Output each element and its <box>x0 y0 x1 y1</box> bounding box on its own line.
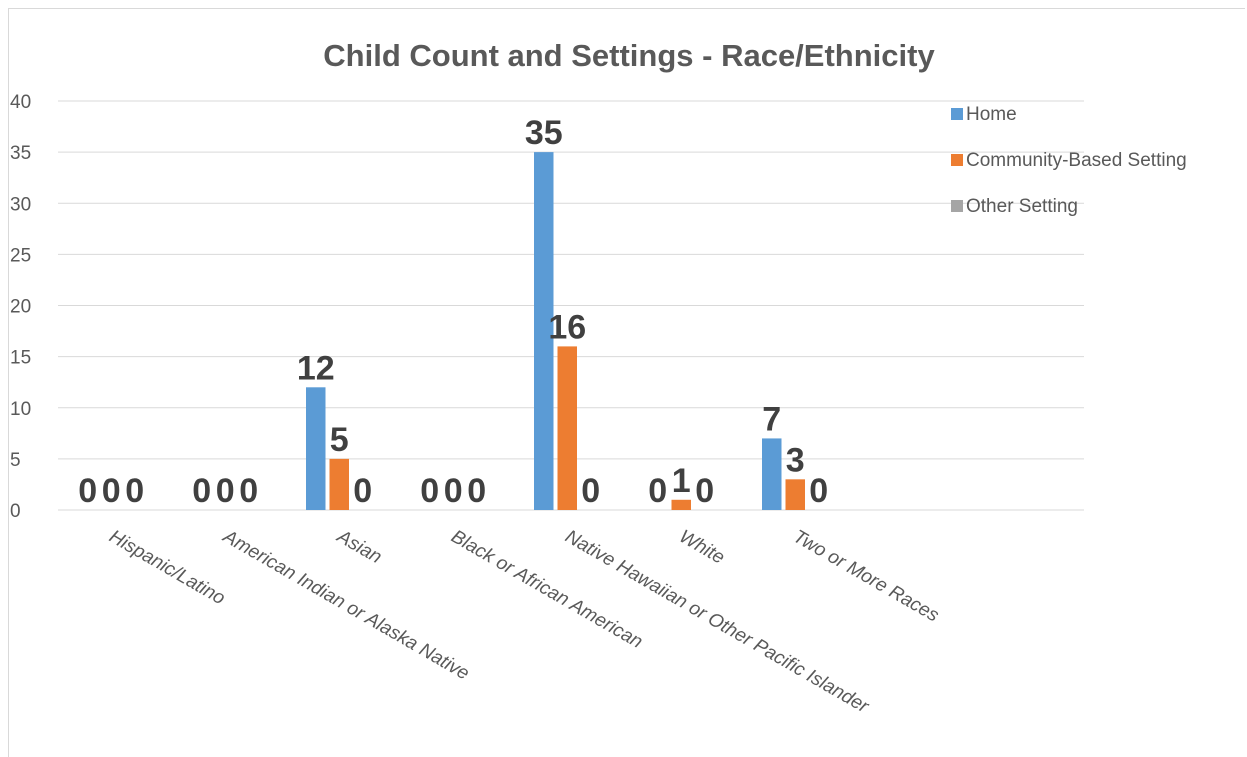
y-tick-label: 10 <box>10 399 31 420</box>
data-label: 0 <box>648 472 667 510</box>
data-label: 0 <box>216 472 235 510</box>
data-label: 1 <box>672 462 691 500</box>
y-tick-label: 20 <box>10 297 31 318</box>
x-category-label: Hispanic/Latino <box>106 526 229 609</box>
bar-1-5 <box>671 499 691 510</box>
legend: Home Community-Based Setting Other Setting <box>951 104 1187 217</box>
data-label: 0 <box>192 472 211 510</box>
chart-title: Child Count and Settings - Race/Ethnicit… <box>323 38 935 73</box>
y-tick-label: 40 <box>10 92 31 113</box>
data-label: 0 <box>239 472 258 510</box>
y-axis-ticks: 0 5 10 15 20 25 30 35 40 <box>10 92 31 522</box>
data-label: 0 <box>125 472 144 510</box>
y-tick-label: 30 <box>10 194 31 215</box>
y-tick-label: 0 <box>10 501 21 522</box>
bar-1-2 <box>329 458 349 510</box>
data-label: 3 <box>786 441 805 479</box>
y-tick-label: 5 <box>10 450 21 471</box>
data-label: 0 <box>444 472 463 510</box>
legend-swatch <box>951 108 963 120</box>
data-label: 12 <box>297 349 335 387</box>
x-category-label: Asian <box>333 526 386 568</box>
data-label: 0 <box>581 472 600 510</box>
bar-0-6 <box>762 438 782 510</box>
legend-entry-label: Other Setting <box>966 196 1078 217</box>
legend-entry-label: Community-Based Setting <box>966 150 1187 171</box>
data-label: 5 <box>330 421 349 459</box>
legend-swatch <box>951 200 963 212</box>
x-category-label: White <box>676 526 729 568</box>
y-tick-label: 25 <box>10 245 31 266</box>
x-category-label: Black or African American <box>448 526 647 653</box>
data-label: 0 <box>102 472 121 510</box>
bar-1-6 <box>785 479 805 510</box>
data-label: 16 <box>548 308 586 346</box>
y-tick-label: 15 <box>10 348 31 369</box>
bar-1-4 <box>557 346 577 510</box>
x-category-label: Two or More Races <box>790 526 943 627</box>
data-label: 7 <box>762 400 781 438</box>
data-label: 0 <box>695 472 714 510</box>
bar-0-4 <box>534 152 554 510</box>
data-label: 0 <box>467 472 486 510</box>
data-label: 0 <box>78 472 97 510</box>
legend-swatch <box>951 154 963 166</box>
data-label: 35 <box>525 114 563 152</box>
data-label: 0 <box>809 472 828 510</box>
bars <box>306 152 805 510</box>
y-tick-label: 35 <box>10 143 31 164</box>
bar-0-2 <box>306 387 326 510</box>
chart-frame <box>8 8 1245 757</box>
legend-entry-label: Home <box>966 104 1017 125</box>
data-label: 0 <box>353 472 372 510</box>
data-label: 0 <box>420 472 439 510</box>
